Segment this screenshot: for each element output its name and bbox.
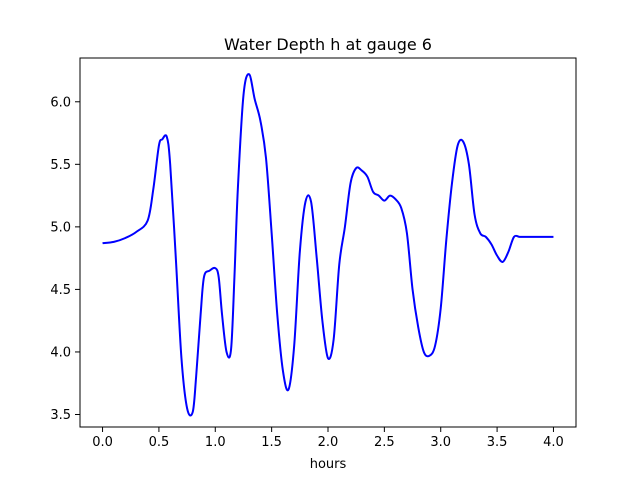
x-tick-label: 3.0 [430,435,451,450]
y-tick-label: 5.5 [50,158,71,173]
x-tick-label: 0.0 [92,435,113,450]
y-tick-label: 4.0 [50,345,71,360]
x-tick-label: 4.0 [543,435,564,450]
y-tick-label: 4.5 [50,283,71,298]
x-tick-label: 2.0 [318,435,339,450]
chart-title: Water Depth h at gauge 6 [224,35,432,54]
x-tick-label: 1.5 [261,435,282,450]
y-axis-ticks: 3.5 4.0 4.5 5.0 5.5 6.0 [50,95,80,423]
y-tick-label: 6.0 [50,95,71,110]
x-tick-label: 0.5 [149,435,170,450]
x-axis-ticks: 0.0 0.5 1.0 1.5 2.0 2.5 3.0 3.5 4.0 [92,427,564,450]
x-axis-label: hours [310,457,347,472]
x-tick-label: 2.5 [374,435,395,450]
y-tick-label: 5.0 [50,220,71,235]
x-tick-label: 1.0 [205,435,226,450]
y-tick-label: 3.5 [50,408,71,423]
x-tick-label: 3.5 [487,435,508,450]
series-line-0 [102,73,554,417]
